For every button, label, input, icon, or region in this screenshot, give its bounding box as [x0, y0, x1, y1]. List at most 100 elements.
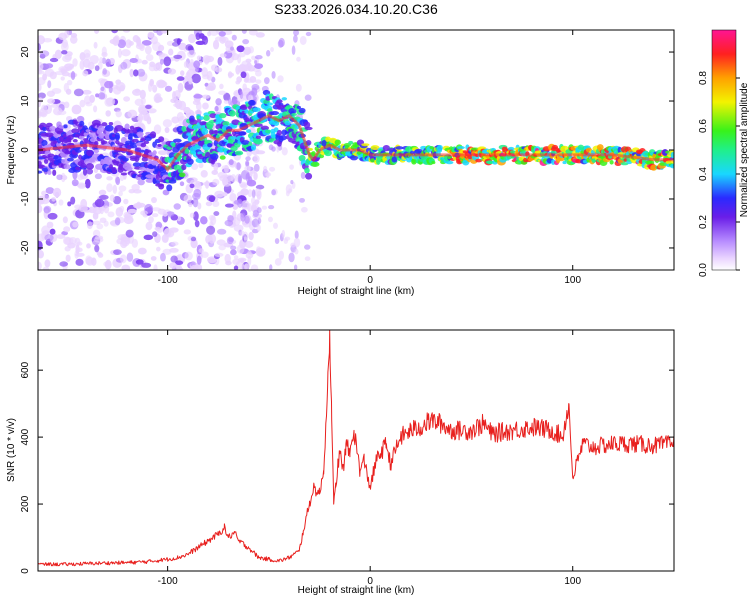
spectrogram-noise-blob — [171, 241, 179, 246]
spectrogram-noise-blob — [304, 256, 311, 262]
spectrogram-band-blob — [117, 166, 124, 173]
spectrogram-noise-blob — [41, 104, 48, 113]
spectrogram-y-tick-label: 20 — [20, 46, 31, 58]
spectrogram-noise-blob — [123, 198, 129, 205]
spectrogram-noise-blob — [127, 109, 138, 119]
spectrogram-noise-blob — [47, 212, 58, 220]
spectrogram-noise-blob — [49, 228, 56, 235]
spectrogram-noise-blob — [230, 46, 234, 51]
spectrogram-noise-blob — [113, 249, 122, 255]
spectrogram-noise-blob — [102, 68, 107, 75]
spectrogram-noise-blob — [59, 261, 69, 267]
spectrogram-noise-blob — [73, 88, 84, 97]
spectrogram-noise-blob — [205, 201, 213, 207]
spectrogram-noise-blob — [190, 238, 198, 249]
spectrogram-band-blob — [157, 143, 162, 147]
spectrogram-noise-blob — [38, 35, 46, 45]
spectrogram-band-blob — [620, 162, 629, 166]
spectrogram-noise-blob — [119, 205, 125, 213]
spectrogram-band-blob — [551, 144, 558, 150]
spectrogram-noise-blob — [188, 33, 196, 44]
spectrogram-band-blob — [152, 150, 157, 155]
spectrogram-noise-blob — [247, 250, 252, 256]
spectrogram-band-blob — [45, 122, 53, 128]
spectrogram-noise-blob — [231, 34, 237, 41]
spectrogram-noise-blob — [54, 70, 65, 76]
spectrogram-noise-blob — [239, 63, 245, 72]
spectrogram-noise-blob — [239, 90, 244, 100]
spectrogram-y-tick-label: -10 — [20, 191, 31, 206]
spectrogram-noise-blob — [250, 264, 259, 270]
spectrogram-noise-blob — [173, 54, 183, 59]
spectrogram-noise-blob — [120, 254, 127, 264]
spectrogram-band-blob — [447, 155, 452, 160]
spectrogram-noise-blob — [195, 180, 201, 189]
spectrogram-noise-blob — [251, 189, 256, 199]
spectrogram-band-blob — [71, 128, 80, 134]
spectrogram-noise-blob — [106, 176, 113, 181]
spectrogram-noise-blob — [195, 32, 201, 41]
spectrogram-noise-blob — [84, 178, 91, 189]
spectrogram-noise-blob — [188, 202, 193, 208]
spectrogram-noise-blob — [103, 261, 111, 267]
spectrogram-band-blob — [129, 142, 138, 149]
spectrogram-noise-blob — [63, 226, 71, 233]
spectrogram-y-tick-label: -20 — [20, 240, 31, 255]
spectrogram-band-blob — [296, 105, 301, 109]
spectrogram-noise-blob — [175, 260, 184, 266]
spectrogram-noise-blob — [75, 258, 84, 266]
spectrogram-noise-blob — [270, 47, 274, 53]
spectrogram-noise-blob — [228, 97, 232, 106]
spectrogram-noise-blob — [62, 175, 68, 181]
spectrogram-noise-blob — [89, 54, 99, 64]
spectrogram-band-blob — [143, 140, 150, 144]
spectrogram-noise-blob — [240, 71, 247, 79]
spectrogram-band-blob — [79, 135, 85, 140]
spectrogram-noise-blob — [293, 30, 300, 36]
spectrogram-band-blob — [38, 164, 46, 169]
spectrogram-noise-blob — [41, 190, 47, 196]
spectrogram-noise-blob — [117, 48, 122, 59]
spectrogram-band-blob — [260, 125, 269, 131]
spectrogram-noise-blob — [125, 39, 132, 49]
snr-x-axis-label: Height of straight line (km) — [298, 585, 415, 596]
spectrogram-noise-blob — [96, 223, 104, 230]
spectrogram-noise-blob — [148, 216, 154, 224]
spectrogram-noise-blob — [236, 76, 242, 83]
spectrogram-band-blob — [86, 149, 94, 157]
spectrogram-noise-blob — [198, 162, 204, 169]
spectrogram-band-blob — [149, 131, 157, 139]
colorbar-tick-label: 0.6 — [698, 119, 709, 133]
spectrogram-noise-blob — [45, 63, 54, 69]
spectrogram-band-blob — [199, 116, 205, 120]
spectrogram-band-blob — [304, 126, 313, 131]
spectrogram-band-blob — [231, 119, 240, 126]
spectrogram-noise-blob — [248, 30, 258, 36]
spectrogram-noise-blob — [261, 205, 268, 210]
spectrogram-band-blob — [209, 113, 217, 119]
spectrogram-band-blob — [287, 128, 294, 133]
spectrogram-noise-blob — [144, 45, 152, 55]
snr-x-tick-label: 0 — [367, 576, 373, 587]
spectrogram-band-blob — [266, 108, 273, 113]
spectrogram-noise-blob — [212, 178, 220, 186]
spectrogram-noise-blob — [253, 155, 258, 162]
spectrogram-noise-blob — [239, 258, 245, 264]
spectrogram-noise-blob — [214, 190, 225, 198]
spectrogram-noise-blob — [45, 187, 55, 194]
spectrogram-noise-blob — [190, 236, 197, 242]
spectrogram-band-blob — [311, 151, 316, 157]
colorbar: 0.0 0.2 0.4 0.6 0.8 Normalized spectral ampl… — [698, 29, 750, 277]
spectrogram-noise-blob — [288, 188, 292, 193]
spectrogram-noise-blob — [256, 224, 261, 232]
spectrogram-noise-blob — [240, 230, 245, 237]
spectrogram-band-blob — [47, 170, 52, 175]
spectrogram-noise-blob — [71, 179, 79, 187]
spectrogram-noise-blob — [135, 43, 145, 50]
spectrogram-noise-blob — [79, 60, 85, 70]
spectrogram-noise-blob — [214, 105, 219, 112]
spectrogram-noise-blob — [58, 66, 68, 73]
spectrogram-noise-blob — [170, 98, 179, 104]
spectrogram-noise-blob — [268, 166, 276, 172]
spectrogram-noise-blob — [254, 54, 263, 60]
